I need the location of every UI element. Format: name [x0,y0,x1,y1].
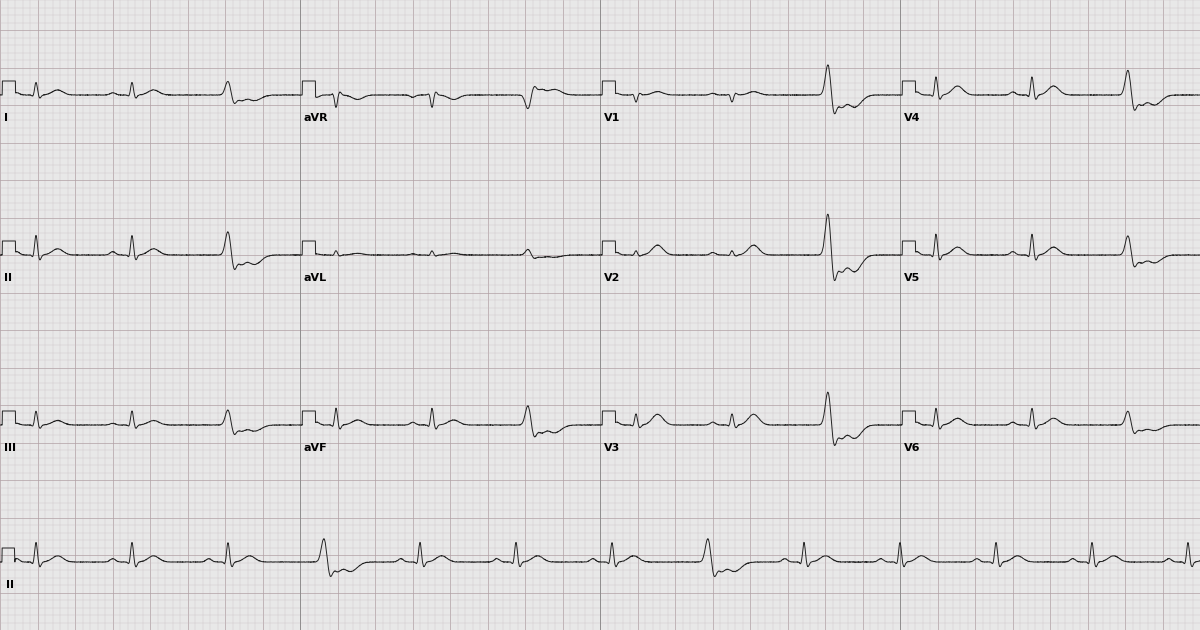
Text: III: III [4,443,16,453]
Text: aVL: aVL [304,273,328,283]
Text: V4: V4 [904,113,920,123]
Text: I: I [4,113,8,123]
Text: aVF: aVF [304,443,328,453]
Text: II: II [6,580,14,590]
Text: II: II [4,273,12,283]
Text: V2: V2 [604,273,620,283]
Text: V5: V5 [904,273,920,283]
Text: V6: V6 [904,443,920,453]
Text: V1: V1 [604,113,620,123]
Text: aVR: aVR [304,113,329,123]
Text: V3: V3 [604,443,620,453]
